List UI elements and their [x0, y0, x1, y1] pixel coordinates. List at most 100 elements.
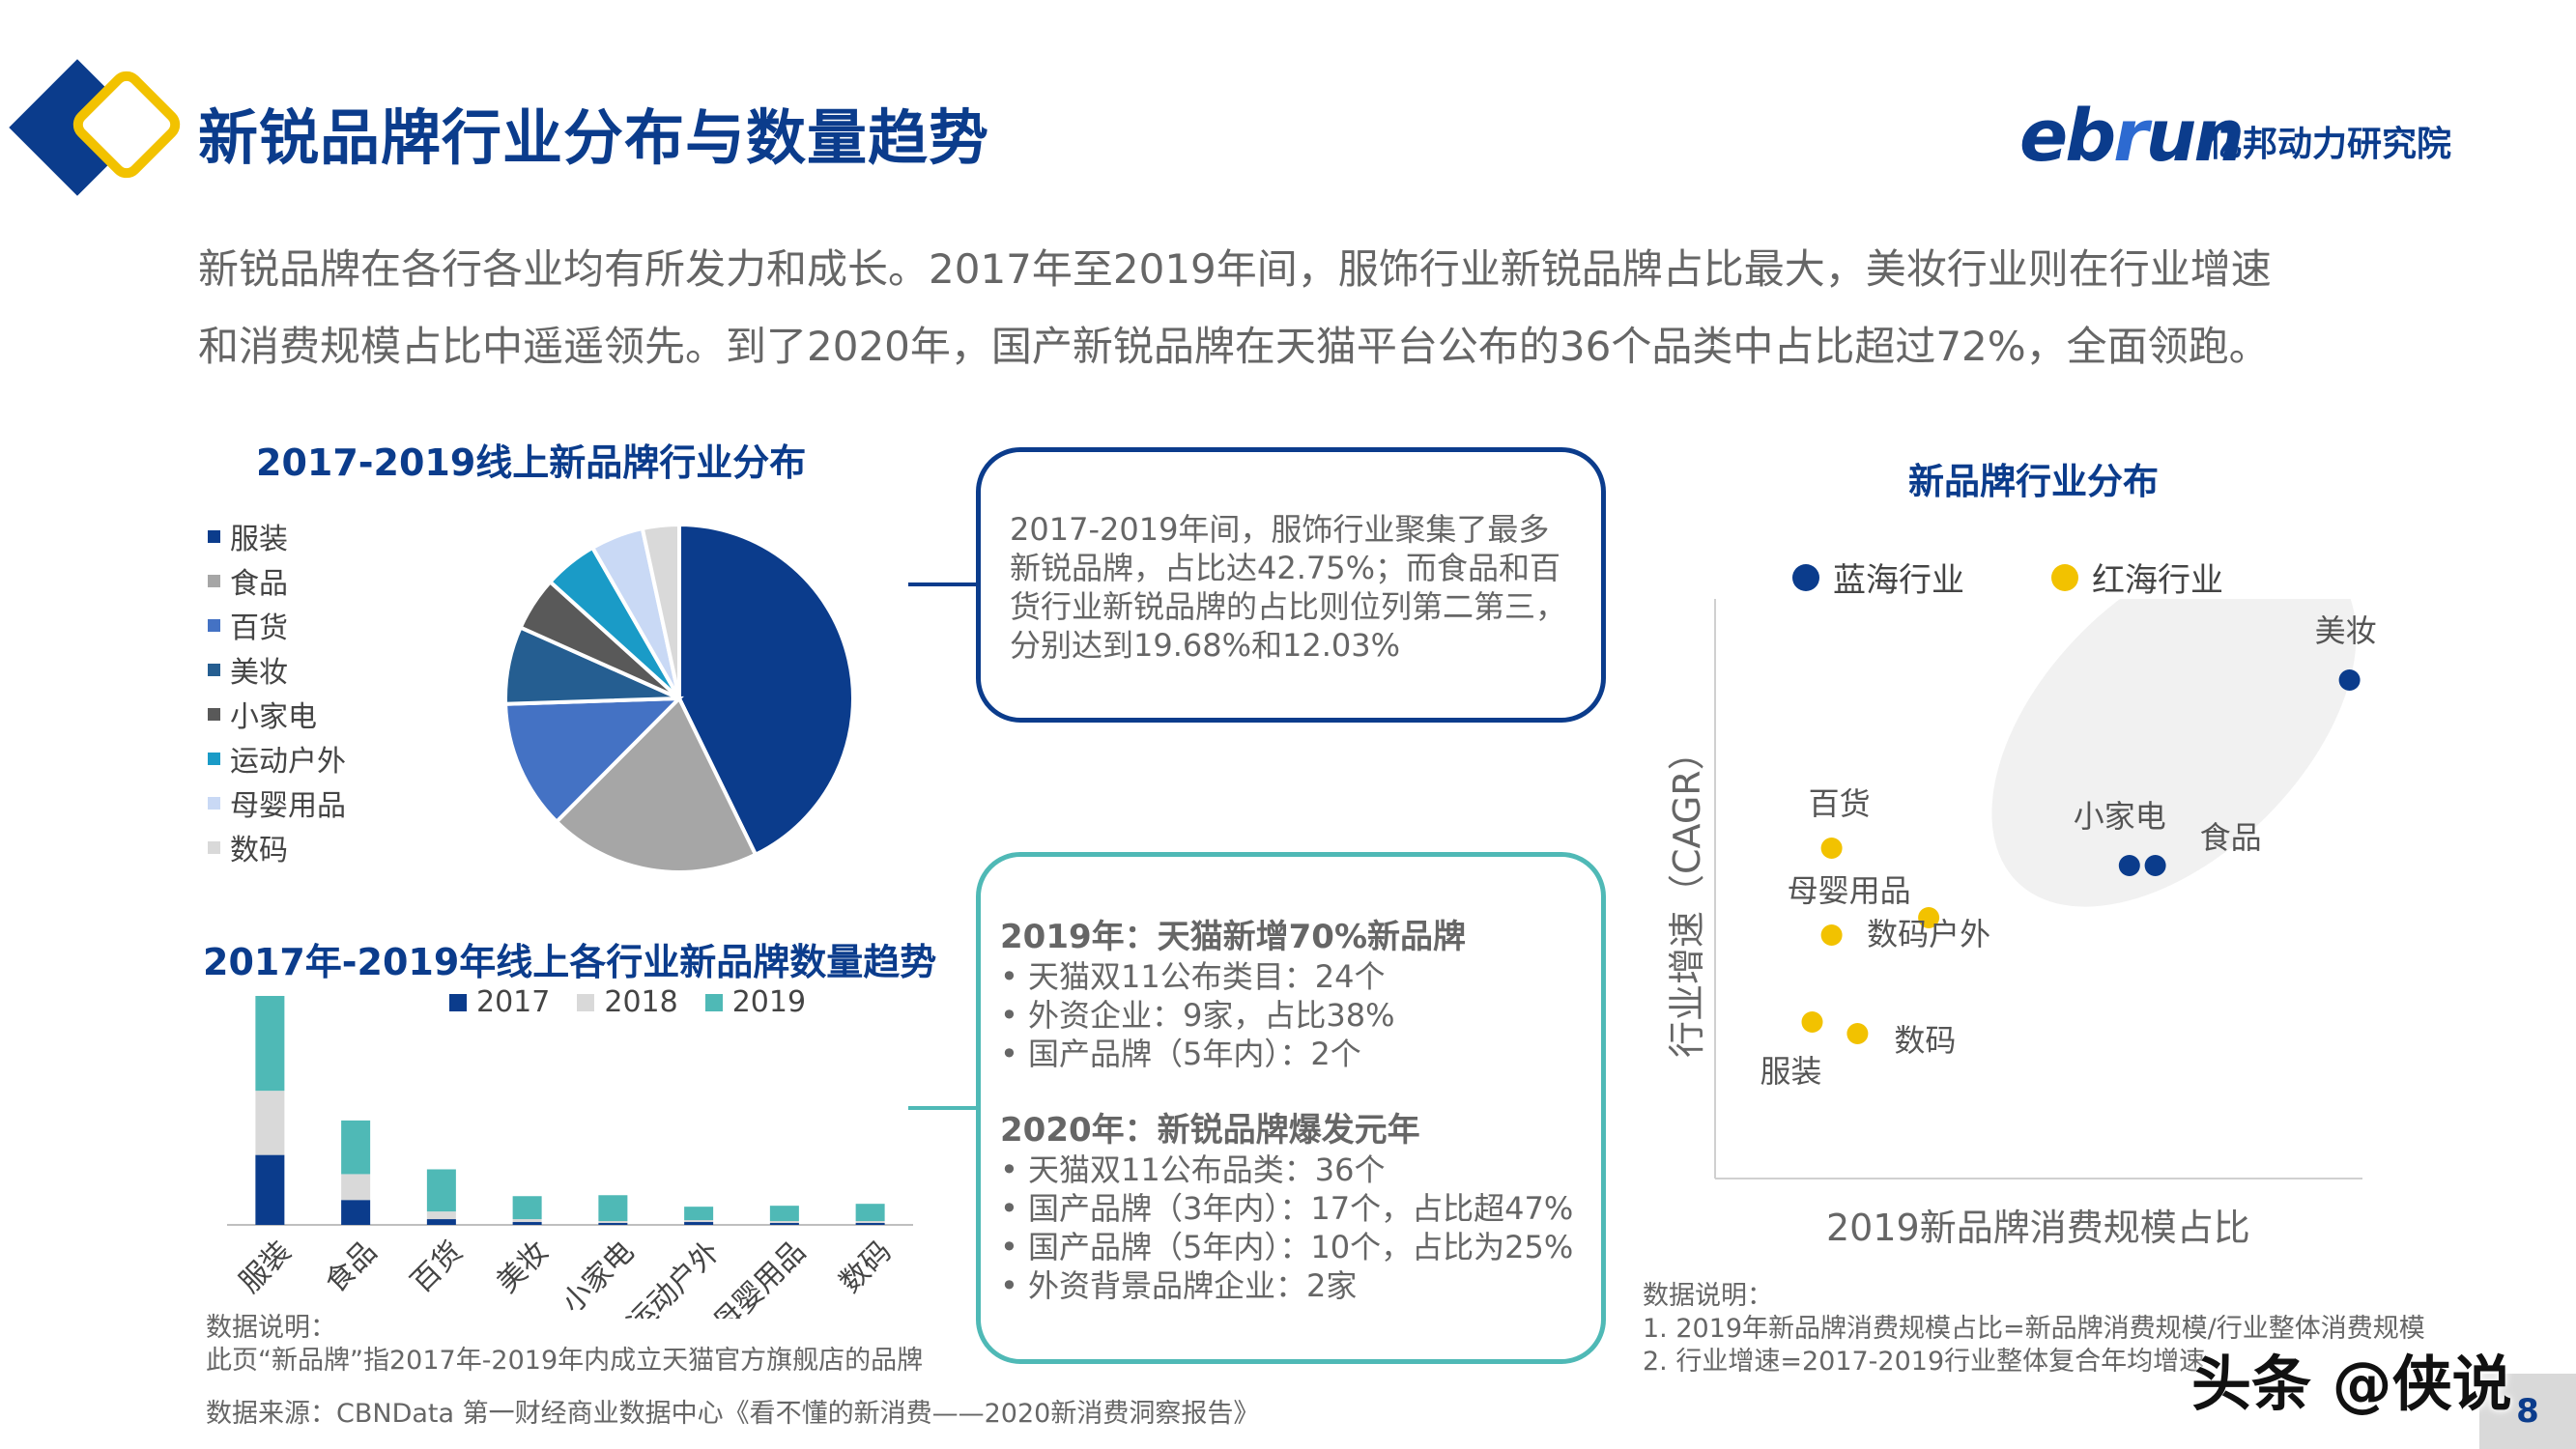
- scatter-legend-item: 红海行业: [2051, 554, 2223, 601]
- connector-line: [908, 582, 978, 586]
- legend-label: 美妆: [230, 656, 288, 690]
- legend-label: 蓝海行业: [1833, 561, 1964, 600]
- scatter-x-label: 2019新品牌消费规模占比: [1826, 1207, 2250, 1249]
- page-title: 新锐品牌行业分布与数量趋势: [198, 102, 990, 173]
- legend-swatch: [208, 796, 220, 810]
- pie-legend-item: 服装: [208, 514, 346, 558]
- pie-slice: [677, 522, 855, 858]
- left-data-note: 数据说明： 此页“新品牌”指2017年-2019年内成立天猫官方旗舰店的品牌: [206, 1313, 924, 1376]
- bar-segment: [769, 1221, 799, 1224]
- bar-segment: [512, 1219, 542, 1223]
- scatter-point-label: 小家电: [2074, 798, 2166, 835]
- legend-label: 2017: [476, 985, 551, 1019]
- legend-label: 食品: [230, 567, 288, 601]
- bar-segment: [769, 1223, 799, 1225]
- bar-segment: [684, 1207, 714, 1221]
- bar-segment: [855, 1204, 885, 1222]
- bar-chart-title: 2017年-2019年线上各行业新品牌数量趋势: [203, 941, 937, 983]
- bar-segment: [512, 1196, 542, 1220]
- ebrun-logo-cn: 亿邦动力研究院: [2208, 125, 2452, 164]
- intro-line-2: 和消费规模占比中遥遥领先。到了2020年，国产新锐品牌在天猫平台公布的36个品类…: [198, 323, 2270, 370]
- legend-label: 数码: [230, 834, 288, 867]
- bar-category-label: 服装: [233, 1235, 298, 1299]
- bar-segment: [598, 1195, 628, 1222]
- legend-swatch: [704, 993, 723, 1011]
- pie-legend-item: 美妆: [208, 647, 346, 692]
- scatter-point-label: 食品: [2200, 819, 2262, 856]
- legend-swatch: [577, 993, 595, 1011]
- box-bullet: • 国产品牌（5年内）：2个: [1000, 1036, 1361, 1072]
- scatter-point: [2144, 855, 2166, 876]
- legend-label: 小家电: [230, 700, 317, 734]
- box-text-line: 货行业新锐品牌的占比则位列第二第三，: [1010, 588, 1567, 625]
- legend-swatch: [208, 618, 220, 632]
- bar-segment: [341, 1120, 371, 1175]
- pie-legend-item: 小家电: [208, 692, 346, 736]
- scatter-point: [1918, 907, 1940, 928]
- box-bullet: • 外资企业：9家，占比38%: [1000, 997, 1395, 1034]
- pie-slice: [503, 696, 684, 825]
- bar-category-label: 母婴用品: [706, 1235, 813, 1319]
- bar-category-label: 数码: [833, 1235, 898, 1299]
- pie-slice: [640, 522, 681, 699]
- box-bullet: • 外资背景品牌企业：2家: [1000, 1267, 1358, 1304]
- bar-segment: [684, 1220, 714, 1223]
- legend-swatch: [449, 993, 467, 1011]
- bar-category-label: 百货: [405, 1235, 470, 1299]
- box-heading-2020: 2020年：新锐品牌爆发元年: [1000, 1111, 1420, 1150]
- scatter-point-label: 美妆: [2315, 612, 2377, 649]
- legend-label: 2018: [604, 985, 678, 1019]
- box-bullet: • 国产品牌（3年内）：17个，占比超47%: [1000, 1190, 1574, 1227]
- data-source: 数据来源：CBNData 第一财经商业数据中心《看不懂的新消费——2020新消费…: [206, 1399, 1260, 1429]
- pie-legend-item: 母婴用品: [208, 781, 346, 825]
- bar-segment: [255, 1091, 285, 1155]
- blue-ocean-region: [1991, 599, 2357, 907]
- bar-segment: [769, 1206, 799, 1222]
- pie-legend-item: 运动户外: [208, 736, 346, 781]
- legend-label: 母婴用品: [230, 789, 346, 823]
- bar-segment: [426, 1169, 456, 1212]
- scatter-point-label: 母婴用品: [1788, 872, 1911, 909]
- bar-legend-item: 2019: [704, 985, 806, 1019]
- box-text-line: 新锐品牌，占比达42.75%；而食品和百: [1010, 550, 1561, 586]
- bar-segment: [684, 1222, 714, 1225]
- scatter-point-label: 数码: [1894, 1022, 1956, 1059]
- bar-legend-item: 2018: [577, 985, 678, 1019]
- legend-label: 百货: [230, 611, 288, 645]
- bar-segment: [855, 1221, 885, 1224]
- legend-swatch: [2051, 563, 2078, 591]
- box-heading-2019: 2019年：天猫新增70%新品牌: [1000, 918, 1467, 956]
- box-text-line: 2017-2019年间，服饰行业聚集了最多: [1010, 511, 1550, 548]
- legend-swatch: [208, 663, 220, 676]
- scatter-point: [1846, 1023, 1869, 1044]
- scatter-point: [1820, 924, 1843, 946]
- scatter-point-label: 服装: [1760, 1053, 1821, 1090]
- bar-category-label: 美妆: [490, 1235, 555, 1299]
- scatter-point-label: 百货: [1809, 785, 1871, 822]
- legend-label: 红海行业: [2092, 561, 2223, 600]
- bar-category-label: 食品: [319, 1235, 384, 1299]
- scatter-y-label: 行业增速（CAGR）: [1666, 733, 1708, 1058]
- bar-legend: 2017 2018 2019: [449, 985, 806, 1019]
- box-bullet: • 天猫双11公布品类：36个: [1000, 1151, 1386, 1188]
- scatter-point-label: 数码户外: [1867, 916, 1990, 952]
- ebrun-logo: ebrun: [2019, 95, 2245, 178]
- brand-diamond-icon: [9, 59, 181, 196]
- bar-segment: [341, 1174, 371, 1201]
- legend-swatch: [1792, 563, 1819, 591]
- bar-segment: [255, 995, 285, 1092]
- legend-label: 运动户外: [230, 745, 346, 779]
- pie-chart-title: 2017-2019线上新品牌行业分布: [256, 441, 807, 484]
- legend-label: 服装: [230, 523, 288, 556]
- bar-segment: [855, 1223, 885, 1225]
- scatter-point: [2338, 669, 2361, 691]
- bar-segment: [341, 1200, 371, 1225]
- bar-legend-item: 2017: [449, 985, 550, 1019]
- bar-category-label: 小家电: [556, 1235, 641, 1319]
- pie-insight-box: 2017-2019年间，服饰行业聚集了最多 新锐品牌，占比达42.75%；而食品和…: [976, 447, 1606, 723]
- legend-swatch: [208, 529, 220, 543]
- intro-line-1: 新锐品牌在各行各业均有所发力和成长。2017年至2019年间，服饰行业新锐品牌占…: [198, 245, 2272, 293]
- legend-swatch: [208, 707, 220, 721]
